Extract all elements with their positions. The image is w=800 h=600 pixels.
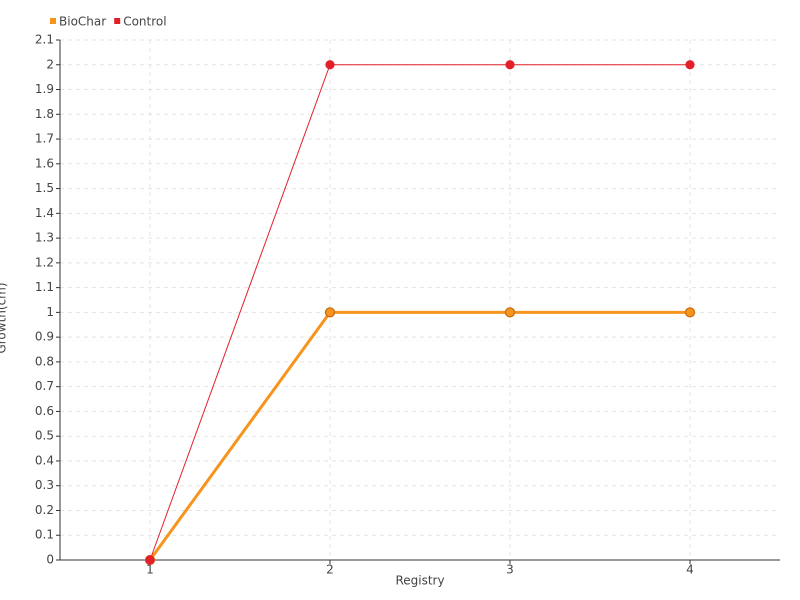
y-tick-label: 0.5 (35, 429, 54, 443)
y-tick-label: 0.6 (35, 404, 54, 418)
y-tick-label: 1.9 (35, 82, 54, 96)
y-tick-label: 1.4 (35, 206, 54, 220)
y-tick-label: 0.9 (35, 330, 54, 344)
y-tick-label: 1.7 (35, 132, 54, 146)
y-tick-label: 1.2 (35, 255, 54, 269)
y-tick-label: 0.1 (35, 528, 54, 542)
x-tick-label: 2 (326, 563, 334, 577)
legend-swatch (114, 18, 121, 24)
data-point (505, 60, 515, 70)
y-tick-label: 1.8 (35, 107, 54, 121)
y-tick-label: 0.2 (35, 503, 54, 517)
legend-label: Control (123, 15, 166, 29)
y-tick-label: 1.3 (35, 231, 54, 245)
y-tick-label: 0.8 (35, 354, 54, 368)
data-point (324, 307, 336, 318)
y-tick-label: 0.3 (35, 478, 54, 492)
x-tick-label: 3 (506, 563, 514, 577)
series-line (148, 310, 690, 561)
data-point (145, 555, 155, 565)
legend-swatch (50, 18, 56, 24)
legend-label: BioChar (59, 15, 106, 29)
y-tick-label: 1.1 (35, 280, 54, 294)
y-tick-label: 2 (46, 57, 54, 71)
x-axis-label: Registry (395, 574, 444, 588)
y-tick-label: 0.7 (35, 379, 54, 393)
y-tick-label: 0.4 (35, 453, 54, 467)
y-tick-label: 2.1 (35, 33, 54, 47)
y-axis-label: Growth(cm) (0, 282, 9, 353)
y-tick-label: 1.5 (35, 181, 54, 195)
data-point (685, 60, 695, 70)
data-point (504, 307, 516, 318)
y-tick-label: 0 (46, 553, 54, 567)
y-tick-label: 1 (46, 305, 54, 319)
y-tick-label: 1.6 (35, 156, 54, 170)
data-point (325, 60, 335, 70)
x-tick-label: 4 (686, 563, 694, 577)
data-point (684, 307, 696, 318)
series-line (149, 64, 690, 561)
x-tick-label: 1 (146, 563, 154, 577)
